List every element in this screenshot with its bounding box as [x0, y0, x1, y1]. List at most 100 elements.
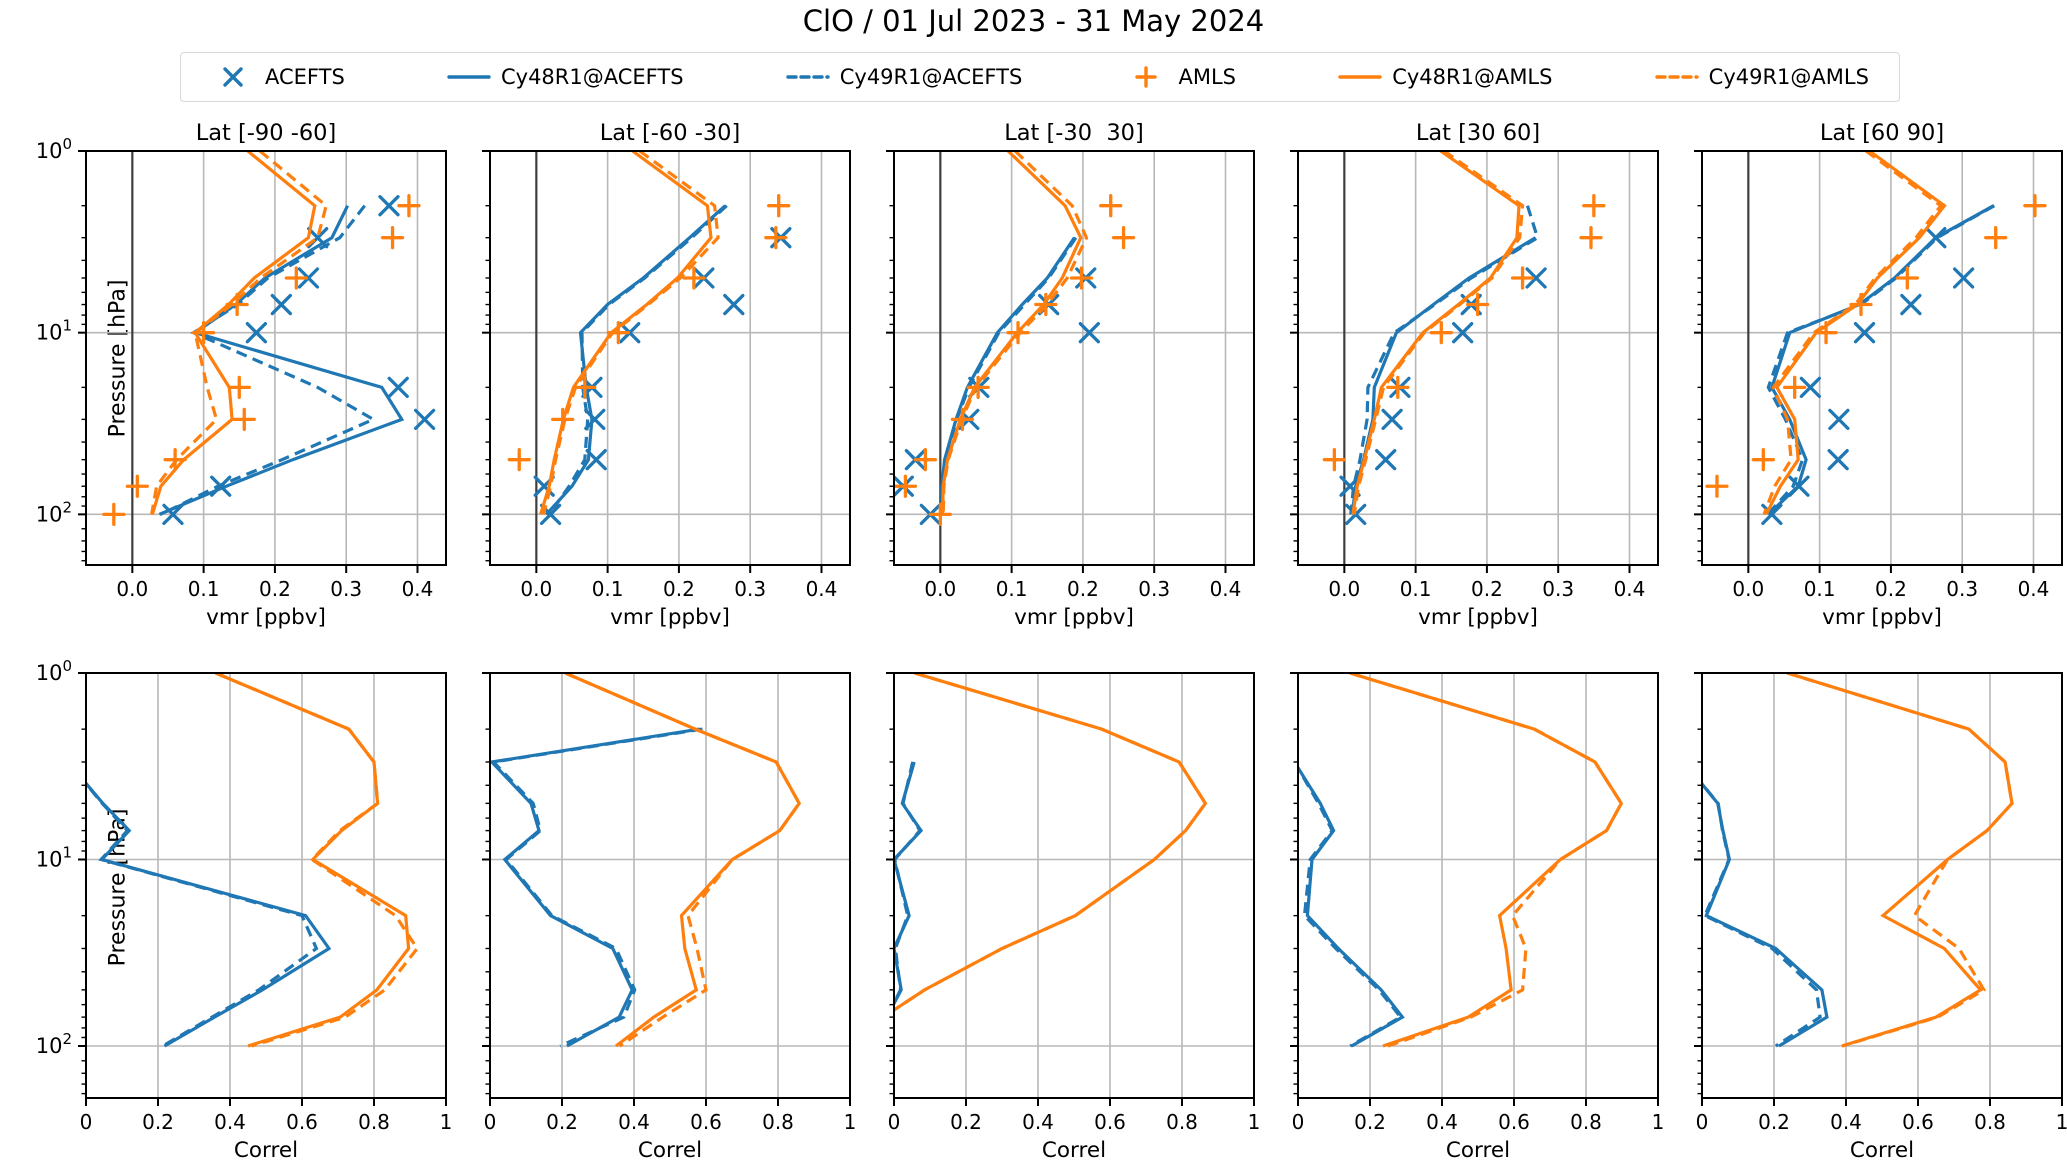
figure-title: ClO / 01 Jul 2023 - 31 May 2024 — [802, 4, 1265, 38]
series-group — [1322, 151, 1606, 526]
panel-vmr-col4: 0.0 0.1 0.2 0.3 0.4 vmr [ppbv] Lat [60 90] — [1694, 120, 2063, 630]
panel-title: Lat [-60 -30] — [600, 120, 741, 146]
series-group — [490, 673, 802, 1048]
grid — [85, 672, 447, 1098]
axes-frame — [1297, 150, 1659, 566]
legend-item-acefts: ACEFTS — [211, 65, 345, 89]
line-Cy48R1@AMLS — [1349, 673, 1624, 1048]
line-Cy49R1@AMLS — [1352, 151, 1525, 515]
axis-ticks — [1694, 672, 2063, 1106]
x-tick-label: 0.2 — [1471, 577, 1503, 601]
panel-title: Lat [-30 30] — [1004, 120, 1144, 146]
x-tick-label: 0.2 — [1758, 1110, 1790, 1134]
x-tick-label: 1 — [1652, 1110, 1665, 1134]
line-Cy48R1@ACEFTS — [158, 204, 405, 516]
line-Cy48R1@ACEFTS — [1298, 764, 1405, 1048]
x-tick-label: 0.1 — [1804, 577, 1836, 601]
x-axis-title: vmr [ppbv] — [1014, 605, 1134, 630]
x-tick-label: 0.1 — [592, 577, 624, 601]
y-tick-label: 101 — [36, 317, 72, 345]
markers-AMLS — [1705, 194, 2047, 498]
x-tick-label: 0.3 — [1946, 577, 1978, 601]
legend-glyph-solid-icon — [447, 75, 491, 79]
x-tick-label: 1 — [2056, 1110, 2067, 1134]
x-tick-label: 0.6 — [1498, 1110, 1530, 1134]
x-tick-label: 0.4 — [402, 577, 434, 601]
legend-glyph-dashed-icon — [786, 75, 830, 79]
axis-ticks — [1694, 150, 2035, 573]
line-Cy49R1@AMLS — [564, 673, 802, 1048]
series-group — [1702, 673, 2014, 1048]
line-Cy48R1@AMLS — [150, 151, 317, 515]
line-Cy48R1@ACEFTS — [1767, 204, 1995, 516]
line-Cy49R1@ACEFTS — [490, 727, 703, 1048]
markers-AMLS — [1322, 194, 1606, 472]
axis-ticks — [1290, 672, 1659, 1106]
legend-label: AMLS — [1178, 65, 1236, 89]
axes-frame — [489, 672, 851, 1099]
line-Cy49R1@AMLS — [1349, 673, 1624, 1048]
line-Cy48R1@AMLS — [894, 673, 1208, 1012]
legend-item-cy48r1-amls: Cy48R1@AMLS — [1338, 65, 1552, 89]
panel-correl-col4: 0 0.2 0.4 0.6 0.8 1 Correl — [1694, 672, 2067, 1163]
axis-ticks — [78, 150, 419, 573]
legend-label: Cy48R1@ACEFTS — [500, 65, 684, 89]
axes-frame — [489, 150, 851, 566]
series-group — [1705, 151, 2047, 526]
series-group — [86, 673, 420, 1048]
grid — [86, 150, 446, 565]
legend-glyph-plus-icon — [1135, 66, 1158, 88]
line-Cy49R1@ACEFTS — [1298, 765, 1404, 1048]
axes-frame — [1701, 150, 2063, 566]
x-tick-label: 0.8 — [1974, 1110, 2006, 1134]
panel-title: Lat [30 60] — [1416, 120, 1540, 146]
x-tick-label: 0.2 — [259, 577, 291, 601]
line-Cy49R1@AMLS — [941, 151, 1089, 515]
x-tick-label: 0.6 — [286, 1110, 318, 1134]
x-axis-title: Correl — [1850, 1138, 1914, 1163]
x-tick-label: 0.6 — [1902, 1110, 1934, 1134]
x-tick-label: 0.0 — [116, 577, 148, 601]
x-tick-label: 0.6 — [690, 1110, 722, 1134]
line-Cy48R1@AMLS — [1786, 673, 2014, 1048]
markers-AMLS — [102, 194, 421, 527]
line-Cy49R1@ACEFTS — [1766, 204, 1996, 516]
axis-ticks — [78, 672, 447, 1106]
y-tick-label: 100 — [36, 135, 72, 163]
legend-glyph-x-icon — [223, 67, 243, 87]
line-Cy49R1@AMLS — [894, 673, 1208, 1012]
x-tick-label: 0.2 — [950, 1110, 982, 1134]
x-tick-label: 0.4 — [1210, 577, 1242, 601]
markers-ACEFTS — [1339, 267, 1547, 526]
legend-item-amls: AMLS — [1124, 65, 1236, 89]
x-tick-label: 0.4 — [214, 1110, 246, 1134]
line-Cy49R1@AMLS — [1762, 151, 1944, 515]
x-tick-label: 0.3 — [1138, 577, 1170, 601]
x-tick-label: 0.0 — [1328, 577, 1360, 601]
legend-glyph-dashed-icon — [1654, 75, 1699, 79]
axis-ticks — [886, 672, 1255, 1106]
markers-ACEFTS — [894, 267, 1100, 526]
panel-correl-col1: 0 0.2 0.4 0.6 0.8 1 Correl — [482, 672, 856, 1163]
x-axis-title: Correl — [638, 1138, 702, 1163]
line-Cy49R1@ACEFTS — [940, 236, 1078, 515]
x-tick-label: 0.4 — [1614, 577, 1646, 601]
line-Cy48R1@AMLS — [214, 673, 411, 1048]
x-tick-label: 0.8 — [1570, 1110, 1602, 1134]
panel-vmr-col3: 0.0 0.1 0.2 0.3 0.4 vmr [ppbv] Lat [30 60] — [1290, 120, 1659, 630]
axes-frame — [85, 150, 447, 566]
markers-ACEFTS — [1761, 227, 1975, 526]
line-Cy48R1@ACEFTS — [1350, 236, 1537, 515]
x-tick-label: 0 — [1696, 1110, 1709, 1134]
y-tick-label: 102 — [36, 498, 72, 526]
markers-ACEFTS — [162, 195, 436, 526]
line-Cy48R1@ACEFTS — [490, 727, 700, 1048]
panel-correl-col3: 0 0.2 0.4 0.6 0.8 1 Correl — [1290, 672, 1665, 1163]
series-group — [102, 151, 436, 527]
markers-AMLS — [894, 194, 1136, 527]
x-tick-label: 0.3 — [1542, 577, 1574, 601]
x-tick-label: 0.0 — [520, 577, 552, 601]
axes-frame — [893, 150, 1255, 566]
y-tick-label: 101 — [36, 844, 72, 872]
